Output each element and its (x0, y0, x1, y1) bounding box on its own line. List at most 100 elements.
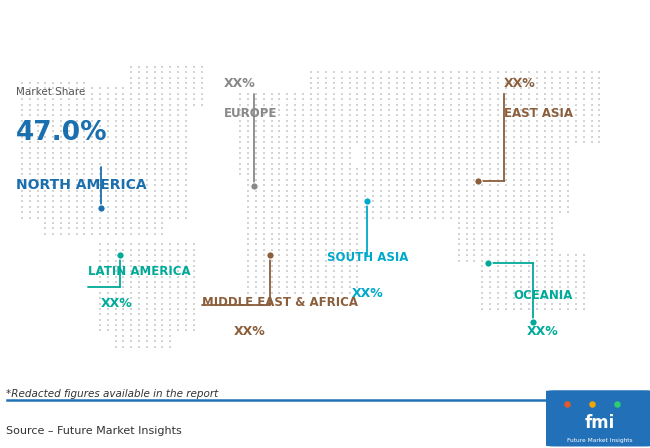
Point (111, 144, 121, 151)
Point (430, 165, 441, 172)
Point (111, 138, 121, 146)
Point (368, 165, 378, 172)
Point (87, 85, 98, 92)
Point (384, 192, 394, 199)
Point (391, 112, 402, 119)
Point (454, 74, 464, 81)
Point (571, 251, 581, 258)
Point (17, 149, 27, 156)
Point (415, 160, 425, 167)
Point (360, 106, 370, 113)
Point (321, 235, 332, 242)
Point (337, 230, 347, 237)
Point (586, 117, 597, 124)
Point (282, 208, 293, 215)
Point (376, 90, 386, 97)
Point (126, 74, 136, 81)
Point (462, 85, 472, 92)
Text: SOUTH ASIA: SOUTH ASIA (326, 251, 408, 264)
Point (454, 128, 464, 135)
Point (337, 149, 347, 156)
Point (266, 117, 277, 124)
Point (384, 182, 394, 189)
Point (251, 224, 261, 232)
Point (540, 90, 550, 97)
Point (344, 122, 355, 129)
Point (571, 289, 581, 297)
Point (126, 278, 136, 286)
Point (500, 106, 511, 113)
Point (524, 300, 534, 307)
Point (274, 214, 285, 221)
Point (571, 284, 581, 291)
Point (274, 273, 285, 280)
Point (259, 203, 269, 210)
Point (329, 208, 339, 215)
Point (25, 171, 35, 178)
Point (274, 262, 285, 269)
Point (298, 192, 308, 199)
Point (578, 251, 589, 258)
Point (17, 112, 27, 119)
Point (306, 128, 316, 135)
Point (87, 95, 98, 103)
Point (134, 69, 144, 76)
Point (173, 63, 183, 70)
Point (282, 187, 293, 194)
Point (446, 101, 456, 108)
Point (111, 176, 121, 184)
Point (134, 241, 144, 248)
Point (306, 155, 316, 162)
Point (111, 112, 121, 119)
Point (337, 144, 347, 151)
Point (524, 273, 534, 280)
Point (352, 101, 363, 108)
Point (337, 203, 347, 210)
Point (87, 198, 98, 205)
Point (540, 165, 550, 172)
Point (547, 112, 558, 119)
Point (415, 171, 425, 178)
Point (313, 95, 324, 103)
Point (103, 138, 113, 146)
Point (313, 85, 324, 92)
Point (344, 214, 355, 221)
Point (329, 176, 339, 184)
Point (103, 219, 113, 226)
Point (337, 90, 347, 97)
Point (290, 176, 300, 184)
Point (477, 289, 488, 297)
Point (337, 182, 347, 189)
Point (150, 187, 160, 194)
Point (532, 267, 542, 275)
Point (274, 208, 285, 215)
Point (415, 101, 425, 108)
Point (399, 182, 410, 189)
Point (95, 251, 105, 258)
Point (508, 295, 519, 302)
Point (540, 112, 550, 119)
Point (134, 262, 144, 269)
Point (462, 122, 472, 129)
Point (376, 171, 386, 178)
Point (563, 106, 573, 113)
Point (157, 63, 168, 70)
Point (586, 95, 597, 103)
Point (438, 79, 448, 86)
Point (103, 262, 113, 269)
Point (181, 69, 191, 76)
Point (321, 160, 332, 167)
Point (454, 95, 464, 103)
Point (368, 171, 378, 178)
Point (111, 284, 121, 291)
Point (337, 117, 347, 124)
Point (64, 224, 74, 232)
Point (352, 224, 363, 232)
Point (298, 219, 308, 226)
Point (586, 85, 597, 92)
Point (563, 300, 573, 307)
Point (134, 343, 144, 350)
Point (274, 203, 285, 210)
Point (508, 198, 519, 205)
Point (142, 311, 152, 318)
